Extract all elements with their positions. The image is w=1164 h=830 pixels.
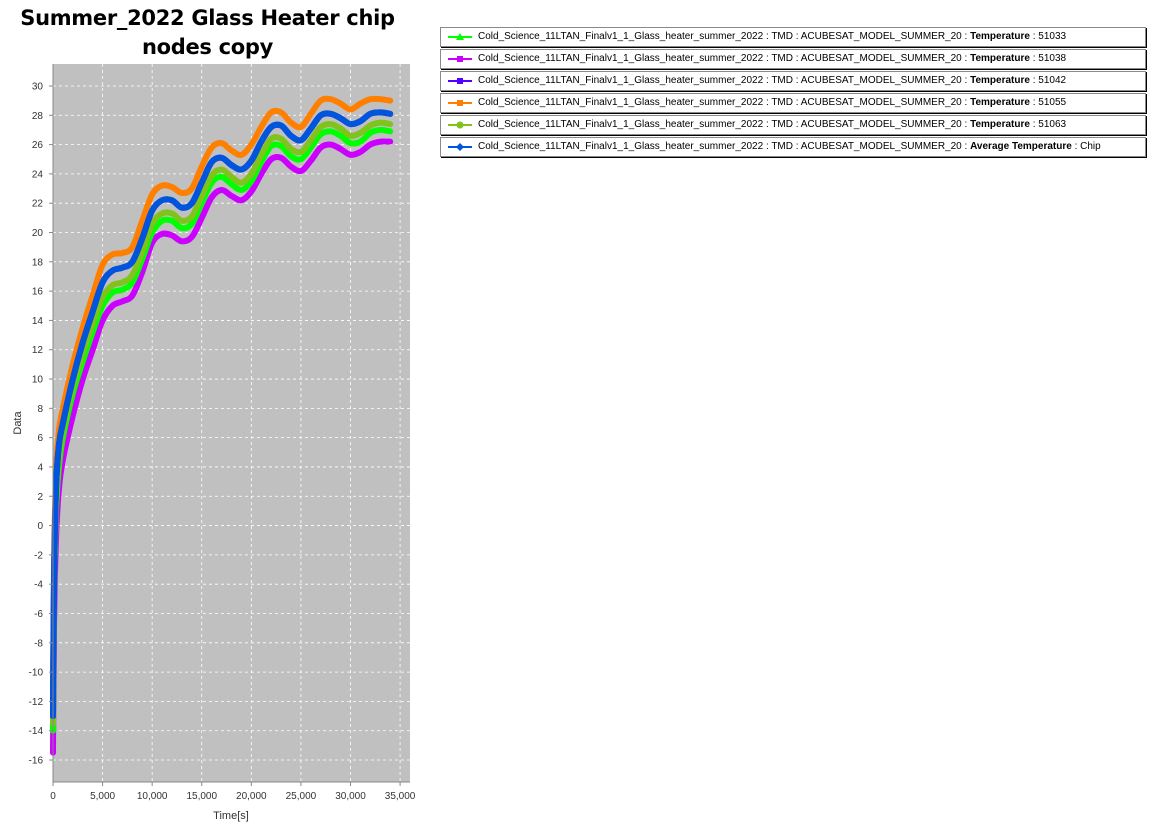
legend-node: : 51038 [1029,53,1067,64]
legend-label: Cold_Science_11LTAN_Finalv1_1_Glass_heat… [478,138,1101,156]
y-axis-label: Data [12,411,24,435]
legend-entry-1[interactable]: Cold_Science_11LTAN_Finalv1_1_Glass_heat… [440,27,1146,47]
legend-entry-5[interactable]: Cold_Science_11LTAN_Finalv1_1_Glass_heat… [440,115,1146,135]
legend-label: Cold_Science_11LTAN_Finalv1_1_Glass_heat… [478,50,1066,68]
x-tick-label: 10,000 [137,791,168,802]
legend-entry-4[interactable]: Cold_Science_11LTAN_Finalv1_1_Glass_heat… [440,93,1146,113]
y-tick-label: -4 [34,580,43,591]
legend-node: : 51055 [1029,97,1067,108]
legend-label: Cold_Science_11LTAN_Finalv1_1_Glass_heat… [478,72,1066,90]
legend-source: Cold_Science_11LTAN_Finalv1_1_Glass_heat… [478,141,971,152]
x-tick-label: 30,000 [335,791,366,802]
legend-quantity: Temperature [970,53,1030,64]
y-tick-label: -8 [34,638,43,649]
x-tick-label: 0 [50,791,56,802]
series-line-6 [50,109,394,720]
y-tick-label: 28 [32,111,44,122]
y-tick-label: 16 [32,287,44,298]
y-tick-label: -2 [34,550,43,561]
legend-quantity: Temperature [970,75,1030,86]
y-tick-label: -16 [29,756,44,767]
y-tick-label: 10 [32,375,44,386]
x-tick-label: 5,000 [90,791,115,802]
y-tick-label: 14 [32,316,44,327]
y-tick-label: -12 [29,697,44,708]
series-layer [50,95,394,756]
y-tick-label: -6 [34,609,43,620]
square-marker-icon [448,75,472,87]
legend-source: Cold_Science_11LTAN_Finalv1_1_Glass_heat… [478,31,971,42]
x-tick-label: 25,000 [286,791,317,802]
legend-source: Cold_Science_11LTAN_Finalv1_1_Glass_heat… [478,53,971,64]
legend-source: Cold_Science_11LTAN_Finalv1_1_Glass_heat… [478,75,971,86]
y-tick-label: 30 [32,81,44,92]
legend: Cold_Science_11LTAN_Finalv1_1_Glass_heat… [440,27,1146,159]
y-tick-label: 24 [32,169,44,180]
y-tick-label: 2 [37,492,43,503]
y-tick-label: 26 [32,140,44,151]
x-tick-label: 15,000 [186,791,217,802]
legend-label: Cold_Science_11LTAN_Finalv1_1_Glass_heat… [478,28,1066,46]
y-tick-label: 0 [37,521,43,532]
legend-source: Cold_Science_11LTAN_Finalv1_1_Glass_heat… [478,97,971,108]
legend-entry-3[interactable]: Cold_Science_11LTAN_Finalv1_1_Glass_heat… [440,71,1146,91]
y-tick-label: 4 [37,462,43,473]
square-marker-icon [448,53,472,65]
chart-title: Summer_2022 Glass Heater chip nodes copy [20,6,395,59]
y-tick-label: 6 [37,433,43,444]
x-tick-label: 35,000 [385,791,416,802]
legend-node: : 51063 [1029,119,1067,130]
diamond-marker-icon [448,141,472,153]
y-tick-label: 12 [32,345,44,356]
y-axis-ticks: -16-14-12-10-8-6-4-202468101214161820222… [29,81,53,767]
x-tick-label: 20,000 [236,791,267,802]
y-tick-label: -10 [29,668,44,679]
y-tick-label: 18 [32,257,44,268]
y-tick-label: 22 [32,199,44,210]
series-line-4 [50,95,394,705]
legend-quantity: Temperature [970,31,1030,42]
legend-node: : 51042 [1029,75,1067,86]
legend-quantity: Temperature [970,119,1030,130]
x-axis-label: Time[s] [213,810,249,822]
legend-quantity: Temperature [970,97,1030,108]
legend-node: : 51033 [1029,31,1067,42]
legend-label: Cold_Science_11LTAN_Finalv1_1_Glass_heat… [478,94,1066,112]
plot-area [53,64,410,782]
triangle-marker-icon [448,31,472,43]
legend-node: : Chip [1071,141,1101,152]
series-line-2 [50,138,394,756]
legend-quantity: Average Temperature [970,141,1072,152]
y-tick-label: -14 [29,726,44,737]
legend-entry-6[interactable]: Cold_Science_11LTAN_Finalv1_1_Glass_heat… [440,137,1146,157]
x-axis-ticks: 0 5,000 10,000 15,000 20,000 25,000 30,000 35,0… [50,782,416,802]
square-marker-icon [448,97,472,109]
line-chart: 0 5,000 10,000 15,000 20,000 25,000 30,000 35,0… [12,64,416,822]
y-tick-label: 20 [32,228,44,239]
legend-entry-2[interactable]: Cold_Science_11LTAN_Finalv1_1_Glass_heat… [440,49,1146,69]
legend-label: Cold_Science_11LTAN_Finalv1_1_Glass_heat… [478,116,1066,134]
circle-marker-icon [448,119,472,131]
y-tick-label: 8 [37,404,43,415]
legend-source: Cold_Science_11LTAN_Finalv1_1_Glass_heat… [478,119,971,130]
